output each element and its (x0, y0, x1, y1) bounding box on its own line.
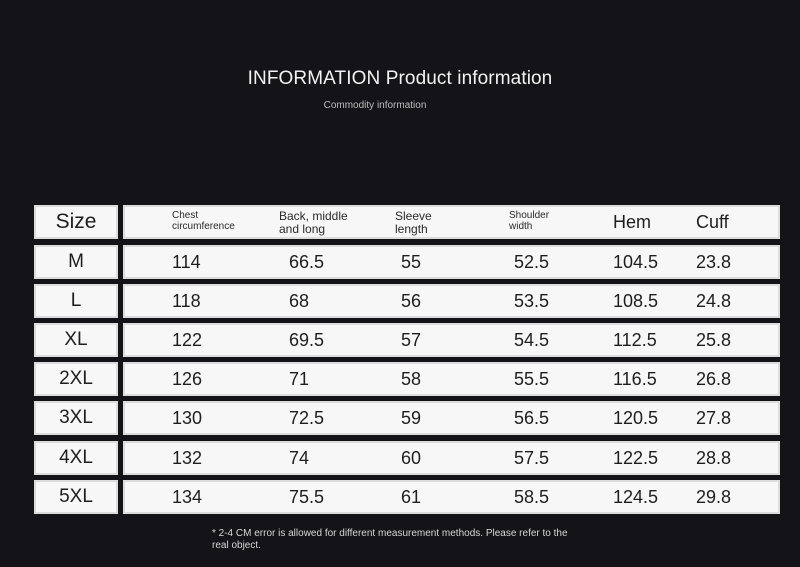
header-size-cell: Size (34, 205, 118, 239)
table-row: 118 68 56 53.5 108.5 24.8 (123, 284, 780, 318)
size-label: M (68, 251, 84, 272)
cell-chest: 118 (172, 290, 201, 311)
size-label: L (70, 290, 82, 311)
header-hem: Hem (613, 212, 652, 232)
cell-hem: 112.5 (613, 329, 657, 350)
cell-chest: 132 (172, 447, 203, 468)
size-label: 5XL (59, 486, 93, 507)
cell-back: 68 (289, 290, 310, 311)
cell-hem: 104.5 (613, 251, 659, 272)
footnote: * 2-4 CM error is allowed for different … (212, 528, 568, 551)
header-cuff: Cuff (696, 212, 729, 232)
header-sleeve: Sleeve length (395, 209, 432, 236)
cell-cuff: 25.8 (696, 329, 732, 350)
size-cell: 4XL (34, 441, 118, 475)
table-row: 122 69.5 57 54.5 112.5 25.8 (123, 323, 780, 357)
cell-chest: 114 (172, 251, 201, 272)
header-data-cell: Chest circumference Back, middle and lon… (123, 205, 780, 239)
cell-sleeve: 61 (401, 486, 422, 507)
cell-sleeve: 60 (401, 447, 422, 468)
cell-back: 72.5 (289, 407, 325, 428)
table-row: 126 71 58 55.5 116.5 26.8 (123, 362, 780, 396)
size-cell: 5XL (34, 480, 118, 514)
cell-back: 75.5 (289, 486, 325, 507)
cell-sleeve: 55 (401, 251, 422, 272)
cell-shoulder: 55.5 (514, 368, 550, 389)
cell-sleeve: 56 (401, 290, 422, 311)
size-cell: 3XL (34, 401, 118, 435)
table-row: 132 74 60 57.5 122.5 28.8 (123, 441, 780, 475)
header-size: Size (55, 210, 97, 233)
table-row: 134 75.5 61 58.5 124.5 29.8 (123, 480, 780, 514)
cell-cuff: 27.8 (696, 407, 732, 428)
cell-back: 69.5 (289, 329, 325, 350)
cell-hem: 122.5 (613, 447, 659, 468)
cell-sleeve: 59 (401, 407, 422, 428)
cell-hem: 116.5 (613, 368, 657, 389)
cell-hem: 108.5 (613, 290, 659, 311)
page-title: INFORMATION Product information (247, 68, 553, 89)
cell-shoulder: 54.5 (514, 329, 550, 350)
cell-shoulder: 57.5 (514, 447, 550, 468)
cell-cuff: 24.8 (696, 290, 732, 311)
size-cell: 2XL (34, 362, 118, 396)
header-back: Back, middle and long (279, 209, 348, 236)
size-cell: XL (34, 323, 118, 357)
cell-back: 71 (289, 368, 310, 389)
cell-back: 74 (289, 447, 310, 468)
size-label: 4XL (59, 447, 93, 468)
cell-chest: 122 (172, 329, 203, 350)
header-chest: Chest circumference (172, 210, 235, 232)
cell-hem: 124.5 (613, 486, 659, 507)
cell-chest: 134 (172, 486, 203, 507)
cell-cuff: 28.8 (696, 447, 732, 468)
table-row: 130 72.5 59 56.5 120.5 27.8 (123, 401, 780, 435)
cell-chest: 126 (172, 368, 203, 389)
cell-sleeve: 58 (401, 368, 422, 389)
size-label: 3XL (59, 407, 93, 428)
size-cell: M (34, 245, 118, 279)
header-shoulder: Shoulder width (509, 210, 550, 232)
cell-shoulder: 58.5 (514, 486, 550, 507)
size-label: 2XL (59, 368, 93, 389)
cell-hem: 120.5 (613, 407, 659, 428)
size-label: XL (64, 329, 88, 350)
table-row: 114 66.5 55 52.5 104.5 23.8 (123, 245, 780, 279)
cell-cuff: 23.8 (696, 251, 732, 272)
cell-shoulder: 52.5 (514, 251, 550, 272)
cell-back: 66.5 (289, 251, 325, 272)
size-cell: L (34, 284, 118, 318)
cell-cuff: 29.8 (696, 486, 732, 507)
cell-cuff: 26.8 (696, 368, 732, 389)
cell-shoulder: 56.5 (514, 407, 550, 428)
page-subtitle: Commodity information (323, 100, 427, 111)
cell-sleeve: 57 (401, 329, 422, 350)
cell-shoulder: 53.5 (514, 290, 550, 311)
cell-chest: 130 (172, 407, 203, 428)
